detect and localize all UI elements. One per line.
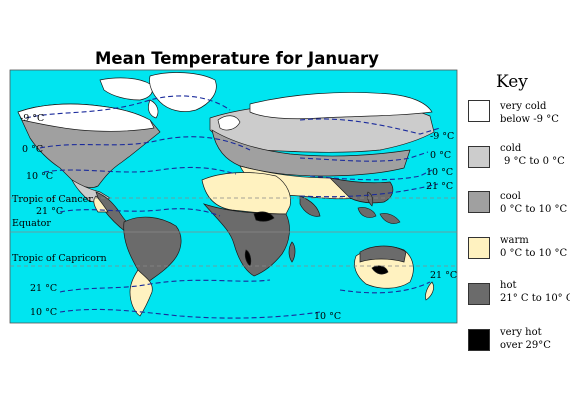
isotherm-21-south xyxy=(59,279,271,293)
key-range-cold: 9 °C to 0 °C xyxy=(504,156,565,167)
isotherm-21-southeast xyxy=(339,281,431,294)
label-isotherm-minus9-east: -9 °C xyxy=(430,131,454,142)
key-name-cool: cool xyxy=(500,191,521,202)
key-label-cold: cold 9 °C to 0 °C xyxy=(500,142,565,168)
key-name-very-cold: very cold xyxy=(500,101,547,112)
isotherms xyxy=(25,95,441,319)
key-range-warm: 0 °C to 10 °C xyxy=(500,248,568,259)
label-tropic-of-cancer: Tropic of Cancer xyxy=(12,194,93,205)
key-name-cold: cold xyxy=(500,143,522,154)
key-range-hot: 21° C to 10° C xyxy=(500,293,570,304)
isotherm-21-east xyxy=(299,183,439,198)
key-label-cool: cool 0 °C to 10 °C xyxy=(500,190,567,216)
label-isotherm-10-east: 10 °C xyxy=(426,167,453,178)
label-tropic-of-capricorn: Tropic of Capricorn xyxy=(12,253,107,264)
key-swatch-cool xyxy=(468,191,490,213)
map-labels: -9 °C 0 °C 10 °C 21 °C -9 °C 0 °C 10 °C … xyxy=(12,113,457,322)
australia xyxy=(354,245,434,301)
key-label-warm: warm 0 °C to 10 °C xyxy=(500,234,567,260)
label-isotherm-10-south: 10 °C xyxy=(314,311,341,322)
southeast-asia-islands xyxy=(357,191,401,224)
isotherm-minus9-east xyxy=(299,118,441,135)
key-range-cool: 0 °C to 10 °C xyxy=(500,204,568,215)
key-range-very-cold: below -9 °C xyxy=(500,114,559,125)
greenland xyxy=(149,72,217,112)
isotherm-10-south xyxy=(59,308,321,319)
key-name-warm: warm xyxy=(500,235,529,246)
key-range-very-hot: over 29°C xyxy=(500,340,551,351)
label-equator: Equator xyxy=(12,218,51,229)
key-label-very-hot: very hot over 29°C xyxy=(500,326,551,352)
key-label-very-cold: very cold below -9 °C xyxy=(500,100,559,126)
isotherm-10-west xyxy=(43,166,237,175)
latitude-lines xyxy=(10,197,457,267)
label-isotherm-21-west: 21 °C xyxy=(36,206,63,217)
label-isotherm-10-southwest: 10 °C xyxy=(30,307,57,318)
key-label-hot: hot 21° C to 10° C xyxy=(500,279,570,305)
label-isotherm-0-east: 0 °C xyxy=(430,150,451,161)
label-isotherm-21-southwest: 21 °C xyxy=(30,283,57,294)
key-name-hot: hot xyxy=(500,280,517,291)
africa xyxy=(201,172,296,277)
key-swatch-very-cold xyxy=(468,100,490,122)
isotherm-10-east xyxy=(309,169,433,181)
isotherm-21-west xyxy=(59,208,221,217)
isotherm-0-west xyxy=(39,136,251,151)
key-name-very-hot: very hot xyxy=(500,327,542,338)
map-title: Mean Temperature for January xyxy=(95,49,379,68)
label-isotherm-21-east: 21 °C xyxy=(426,181,453,192)
key-swatch-hot xyxy=(468,283,490,305)
label-isotherm-21-southeast: 21 °C xyxy=(430,270,457,281)
key-title: Key xyxy=(496,72,528,92)
label-isotherm-0-west: 0 °C xyxy=(22,144,43,155)
label-isotherm-minus9-west: -9 °C xyxy=(20,113,44,124)
isotherm-0-east xyxy=(299,151,429,162)
label-isotherm-10-west: 10 °C xyxy=(26,171,53,182)
key-swatch-very-hot xyxy=(468,329,490,351)
key-swatch-warm xyxy=(468,237,490,259)
key-swatch-cold xyxy=(468,146,490,168)
